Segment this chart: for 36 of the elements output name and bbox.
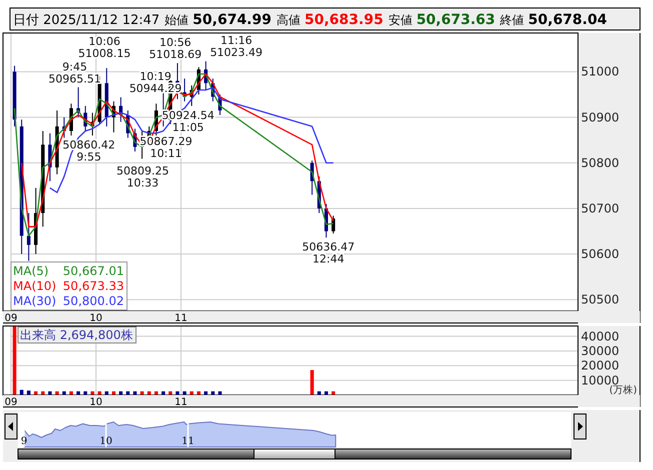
annotation: 50,667.01 <box>62 264 124 278</box>
text: MA(10) <box>13 279 56 293</box>
x-tick-label: 11 <box>174 397 188 408</box>
annotation: 50,673.33 <box>62 279 124 293</box>
text: MA(5) <box>13 264 49 278</box>
chart-title: 日付 2025/11/12 12:47 始値 50,674.99 高値 50,683.95 安値 50,673.63 終値 50,678.04 <box>13 12 607 28</box>
y-tick-label: 50700 <box>581 201 620 216</box>
x-tick-label: 10 <box>100 436 112 447</box>
y-axis-title: (万株) <box>609 384 638 396</box>
annotation: 50809.25 10:33 <box>116 164 170 190</box>
x-tick-label: 9 <box>20 436 28 447</box>
y-tick-label: 50500 <box>581 292 620 307</box>
x-tick-label: 09 <box>4 397 18 408</box>
annotation: 50,800.02 <box>62 294 124 308</box>
annotation: 50636.47 12:44 <box>302 240 355 266</box>
x-tick-label: 11 <box>182 436 194 447</box>
candlestick <box>26 212 30 262</box>
bar <box>12 326 16 395</box>
x-tick-label: 10 <box>90 313 102 324</box>
y-tick-label: 20000 <box>581 358 620 373</box>
y-tick-label: 40000 <box>581 329 620 344</box>
y-tick-label: 50800 <box>581 156 620 170</box>
y-tick-label: 30000 <box>581 344 620 358</box>
annotation: 10:56 51018.69 <box>149 36 202 62</box>
y-tick-label: 50600 <box>581 247 620 262</box>
annotation: 10:06 51008.15 <box>78 35 131 60</box>
annotation: 11:16 51023.49 <box>210 34 263 60</box>
y-tick-label: 51000 <box>581 64 620 79</box>
y-tick-label: 50900 <box>581 110 620 124</box>
x-tick-label: 09 <box>4 313 18 324</box>
x-tick-label: 11 <box>174 313 188 324</box>
text: MA(30) <box>13 294 56 308</box>
chart-title: 出来高 2,694,800株 <box>20 328 133 342</box>
x-tick-label: 10 <box>90 397 102 408</box>
bar <box>26 390 30 395</box>
bar <box>310 370 314 395</box>
